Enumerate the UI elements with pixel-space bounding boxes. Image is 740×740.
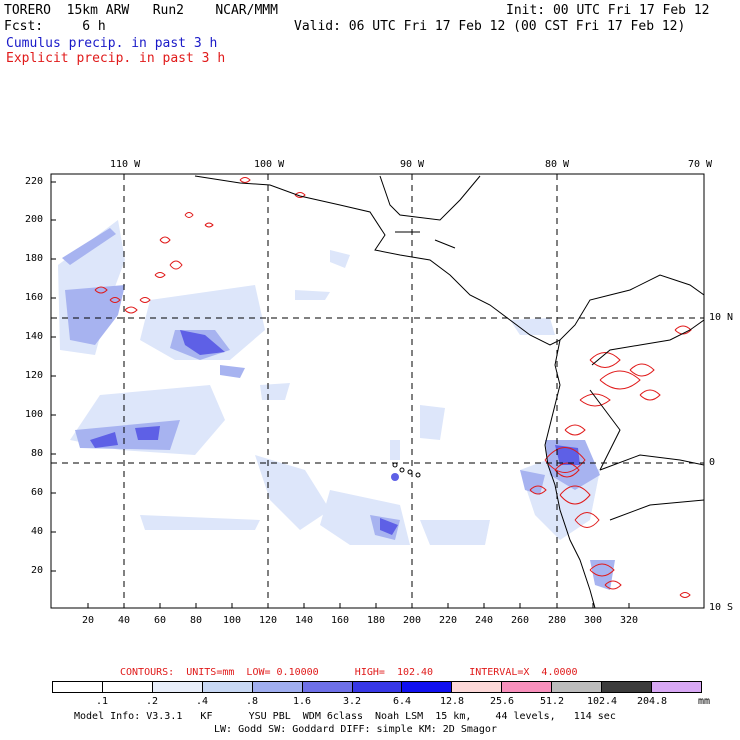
colorbar-label: 1.6 [292, 696, 312, 707]
lon-label-110w: 110 W [110, 159, 141, 170]
colorbar-segment [402, 682, 453, 692]
colorbar-segment [602, 682, 653, 692]
y-tick-label: 200 [25, 214, 44, 225]
explicit-legend-label: Explicit precip. in past 3 h [6, 51, 226, 66]
x-tick-label: 180 [367, 615, 386, 626]
y-tick-label: 80 [31, 448, 44, 459]
y-tick-label: 20 [31, 565, 44, 576]
explicit-precip-contours [94, 177, 692, 598]
map-frame [50, 173, 705, 609]
x-tick-label: 300 [584, 615, 603, 626]
x-tick-label: 120 [259, 615, 278, 626]
lat-label-0: 0 [709, 457, 716, 468]
lat-label-10s: 10 S [709, 602, 734, 613]
valid-time: Valid: 06 UTC Fri 17 Feb 12 (00 CST Fri … [294, 19, 686, 34]
init-time: Init: 00 UTC Fri 17 Feb 12 [506, 3, 710, 18]
colorbar-label: .8 [245, 696, 259, 707]
colorbar-label: 3.2 [342, 696, 362, 707]
y-tick-label: 160 [25, 292, 44, 303]
lon-label-100w: 100 W [254, 159, 285, 170]
y-tick-label: 140 [25, 331, 44, 342]
colorbar-label: 51.2 [539, 696, 565, 707]
colorbar-segment [102, 682, 153, 692]
y-tick-label: 220 [25, 176, 44, 187]
colorbar-label: 6.4 [392, 696, 412, 707]
colorbar-label: 25.6 [489, 696, 515, 707]
x-tick-label: 20 [82, 615, 95, 626]
colorbar-label: .2 [145, 696, 159, 707]
colorbar-unit: mm [698, 696, 711, 707]
y-tick-marks [51, 181, 56, 572]
colorbar-segment [53, 682, 103, 692]
colorbar-segment [252, 682, 303, 692]
x-tick-label: 220 [439, 615, 458, 626]
colorbar-label: 204.8 [636, 696, 668, 707]
colorbar-segment [452, 682, 503, 692]
colorbar-segment [202, 682, 253, 692]
x-tick-label: 280 [548, 615, 567, 626]
x-tick-label: 240 [475, 615, 494, 626]
x-tick-label: 100 [223, 615, 242, 626]
x-tick-label: 200 [403, 615, 422, 626]
colorbar-label: 12.8 [439, 696, 465, 707]
x-tick-label: 40 [118, 615, 131, 626]
cumulus-legend-label: Cumulus precip. in past 3 h [6, 36, 218, 51]
x-tick-label: 80 [190, 615, 203, 626]
forecast-hour: Fcst: 6 h [4, 19, 106, 34]
lon-label-90w: 90 W [400, 159, 425, 170]
x-tick-label: 320 [620, 615, 639, 626]
colorbar-segment [652, 682, 701, 692]
colorbar-label: 102.4 [586, 696, 618, 707]
colorbar-label: .4 [195, 696, 209, 707]
colorbar-label: .1 [95, 696, 109, 707]
y-tick-label: 100 [25, 409, 44, 420]
colorbar-segment [302, 682, 353, 692]
model-run-title: TORERO 15km ARW Run2 NCAR/MMM [4, 3, 278, 18]
y-tick-label: 60 [31, 487, 44, 498]
x-tick-label: 160 [331, 615, 350, 626]
lat-label-10n: 10 N [709, 312, 734, 323]
colorbar-segment [152, 682, 203, 692]
x-tick-label: 260 [511, 615, 530, 626]
contours-info: CONTOURS: UNITS=mm LOW= 0.10000 HIGH= 10… [120, 667, 578, 678]
lon-label-70w: 70 W [688, 159, 713, 170]
model-info-line2: LW: Godd SW: Goddard DIFF: simple KM: 2D… [214, 724, 497, 735]
colorbar-segment [352, 682, 403, 692]
lon-label-80w: 80 W [545, 159, 570, 170]
x-tick-label: 60 [154, 615, 167, 626]
x-tick-label: 140 [295, 615, 314, 626]
colorbar-segment [502, 682, 553, 692]
y-tick-label: 120 [25, 370, 44, 381]
lat-lon-grid [51, 174, 704, 608]
precip-colorbar [52, 681, 702, 693]
colorbar-segment [552, 682, 603, 692]
x-tick-marks [87, 603, 630, 608]
y-tick-label: 40 [31, 526, 44, 537]
model-info-line1: Model Info: V3.3.1 KF YSU PBL WDM 6class… [74, 711, 616, 722]
y-tick-label: 180 [25, 253, 44, 264]
cumulus-precip-light [58, 220, 600, 545]
